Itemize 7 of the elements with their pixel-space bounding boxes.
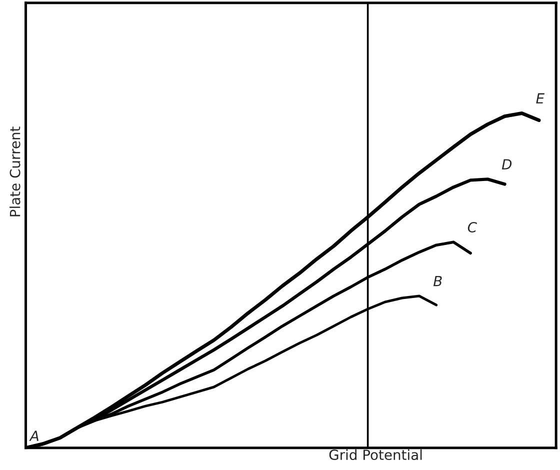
series-label: B (433, 276, 442, 286)
series-label: D (502, 159, 512, 170)
x-axis-title: Grid Potential (329, 449, 422, 460)
series-label: E (536, 93, 545, 104)
series-label: C (468, 222, 477, 232)
y-axis-title: Plate Current (10, 126, 20, 216)
annotation: A (29, 430, 38, 441)
